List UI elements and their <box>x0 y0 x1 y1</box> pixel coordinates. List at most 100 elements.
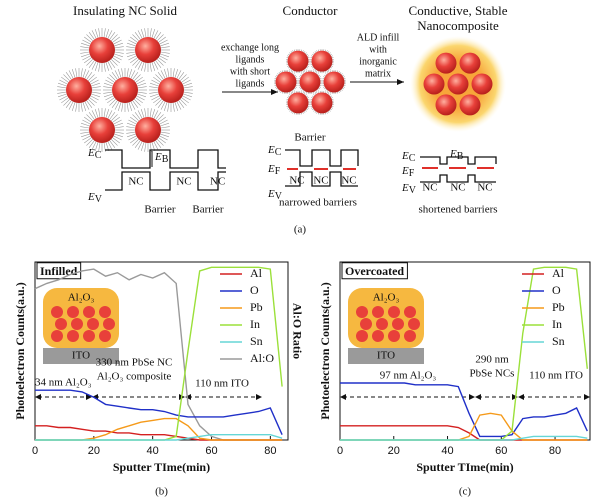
ligand <box>160 42 170 47</box>
energy-sub: V <box>95 194 103 205</box>
legend-label: In <box>552 317 562 331</box>
layer-label: PbSe NCs <box>470 368 515 380</box>
ligand <box>126 131 136 134</box>
ligand <box>128 102 133 112</box>
energy-symbol: E <box>401 182 409 194</box>
ligand <box>302 90 305 92</box>
ligand <box>114 126 124 129</box>
ligand <box>121 68 124 78</box>
ligand <box>159 55 168 61</box>
inset-nc <box>51 330 63 342</box>
ligand <box>110 34 118 41</box>
ligand <box>159 119 168 125</box>
ligand <box>112 137 120 144</box>
ligand <box>94 28 99 38</box>
charts: 0 20 40 60 80 Sputter TIme(min) Photoelectron … <box>13 261 591 498</box>
ligand <box>82 68 87 78</box>
ligand <box>301 73 303 75</box>
ligand <box>130 57 138 64</box>
energy-sub: B <box>162 154 169 165</box>
nanocrystal <box>459 94 481 116</box>
barrier-label: Barrier <box>144 204 175 216</box>
stage-title: Nanocomposite <box>417 18 499 33</box>
arrow-text: ligands <box>236 54 265 65</box>
well-label: NC <box>477 182 492 194</box>
ligand <box>302 92 304 94</box>
nanocrystal <box>435 52 457 74</box>
ligand <box>68 101 74 110</box>
ligand <box>160 101 166 110</box>
ligand <box>311 97 313 99</box>
ligand <box>137 93 147 98</box>
ligand <box>86 58 94 66</box>
ligand <box>158 36 166 43</box>
valence-band <box>105 171 226 191</box>
ligand <box>134 112 141 120</box>
ligand <box>128 55 137 61</box>
ligand <box>330 53 332 56</box>
ligand <box>331 97 333 99</box>
ligand <box>65 72 72 80</box>
ligand <box>155 140 162 148</box>
ligand <box>86 34 94 41</box>
well-label: NC <box>176 176 191 188</box>
ligand <box>107 76 115 83</box>
ligand <box>339 90 342 92</box>
ligand <box>80 122 90 127</box>
x-tick-label: 60 <box>495 445 507 457</box>
ligand <box>91 61 97 70</box>
ligand <box>57 91 67 94</box>
ligand <box>302 72 305 74</box>
ligand <box>113 39 122 45</box>
ligand <box>289 68 291 70</box>
energy-sub: V <box>275 191 283 202</box>
ligand <box>117 102 122 112</box>
ligand <box>181 97 189 104</box>
ligand <box>153 141 159 150</box>
ligand <box>130 70 136 79</box>
ligand <box>91 30 97 39</box>
nanocrystal <box>158 77 184 103</box>
ligand <box>80 53 90 58</box>
ligand <box>130 116 138 123</box>
ligand <box>163 68 168 78</box>
inset-nc <box>408 318 420 330</box>
ligand <box>157 100 164 108</box>
energy-label: EC <box>87 147 102 162</box>
ligand <box>287 55 289 57</box>
inset-nc <box>388 306 400 318</box>
ligand <box>121 102 124 112</box>
ligand <box>88 112 95 120</box>
ligand <box>275 76 277 78</box>
ligand <box>315 90 318 92</box>
series-line <box>35 434 283 441</box>
ligand <box>126 42 136 47</box>
ligand <box>302 112 304 114</box>
x-tick-label: 0 <box>337 445 343 457</box>
x-tick-label: 20 <box>388 445 400 457</box>
ligand <box>144 108 147 118</box>
ligand <box>342 74 344 77</box>
ligand <box>109 32 116 40</box>
ligand <box>301 89 303 91</box>
energy-symbol: E <box>401 165 409 177</box>
ligand <box>151 95 160 101</box>
ligand <box>288 95 290 97</box>
ligand <box>68 70 74 79</box>
ligand <box>137 86 147 89</box>
conduction-band <box>285 149 359 167</box>
ligand <box>88 60 95 68</box>
ligand <box>288 53 290 56</box>
ligand <box>330 108 332 111</box>
ligand <box>153 76 161 83</box>
series-line <box>35 417 283 441</box>
layer-label: 97 nm Al₂O₃ <box>380 370 437 382</box>
ligand <box>299 86 301 88</box>
ligand <box>140 28 145 38</box>
ligand <box>277 89 279 91</box>
ligand <box>160 122 170 127</box>
ligand <box>105 109 110 118</box>
nanocrystal <box>459 52 481 74</box>
well-label: NC <box>313 175 328 187</box>
ligand <box>84 101 90 110</box>
